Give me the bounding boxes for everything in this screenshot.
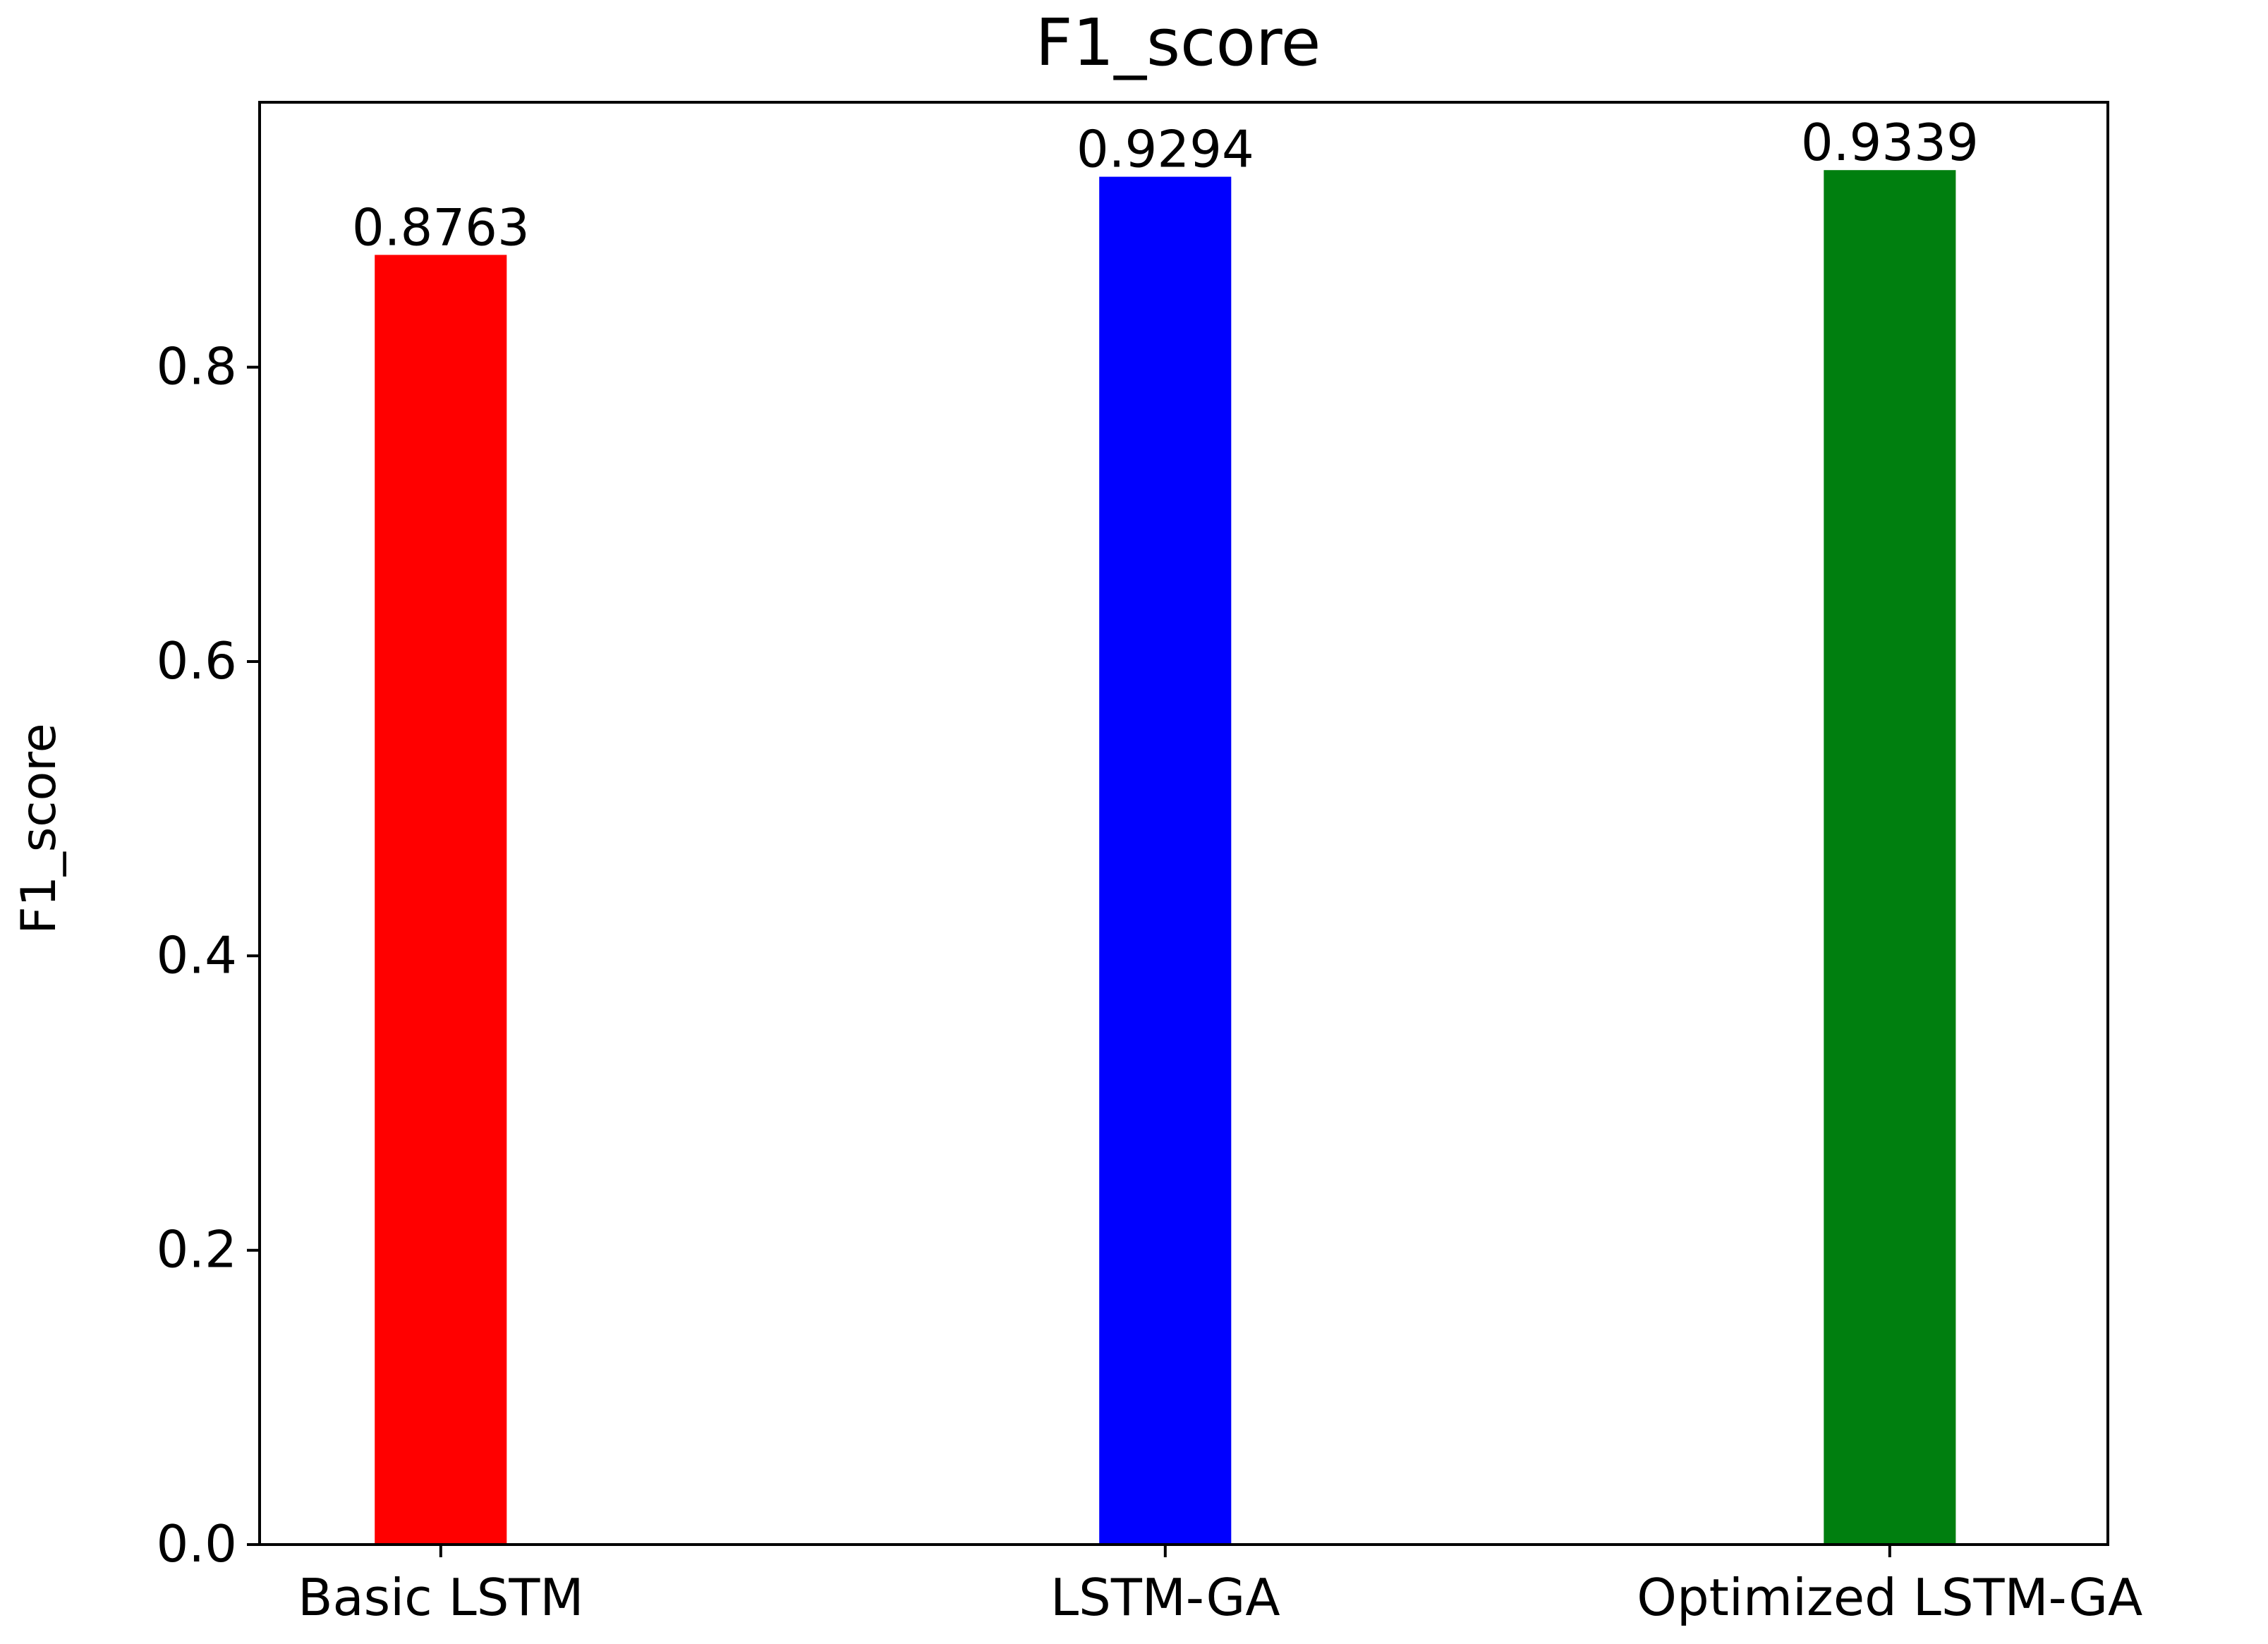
y-axis-label: F1_score (11, 723, 67, 934)
y-tick-label: 0.8 (156, 337, 237, 396)
data-label-lstm-ga: 0.9294 (1077, 120, 1254, 179)
y-tick-label: 0.0 (156, 1514, 237, 1573)
x-tick-label: Basic LSTM (298, 1568, 583, 1627)
y-tick-label: 0.4 (156, 925, 237, 985)
bar-optimized-lstm-ga (1824, 170, 1956, 1545)
x-tick-label: Optimized LSTM-GA (1637, 1568, 2142, 1627)
x-axis-ticks: Basic LSTM LSTM-GA Optimized LSTM-GA (298, 1545, 2142, 1627)
data-label-basic-lstm: 0.8763 (352, 197, 530, 257)
plot-frame (258, 101, 2109, 1546)
data-label-optimized-lstm-ga: 0.9339 (1801, 113, 1979, 172)
y-tick-label: 0.6 (156, 631, 237, 690)
bar-lstm-ga (1099, 176, 1232, 1545)
data-labels: 0.8763 0.9294 0.9339 (352, 113, 1979, 257)
y-axis-ticks: 0.0 0.2 0.4 0.6 0.8 (156, 337, 260, 1573)
bars (375, 170, 1956, 1545)
chart-title: F1_score (1036, 5, 1321, 80)
bar-basic-lstm (375, 255, 507, 1545)
x-tick-label: LSTM-GA (1050, 1568, 1280, 1627)
y-tick-label: 0.2 (156, 1220, 237, 1279)
